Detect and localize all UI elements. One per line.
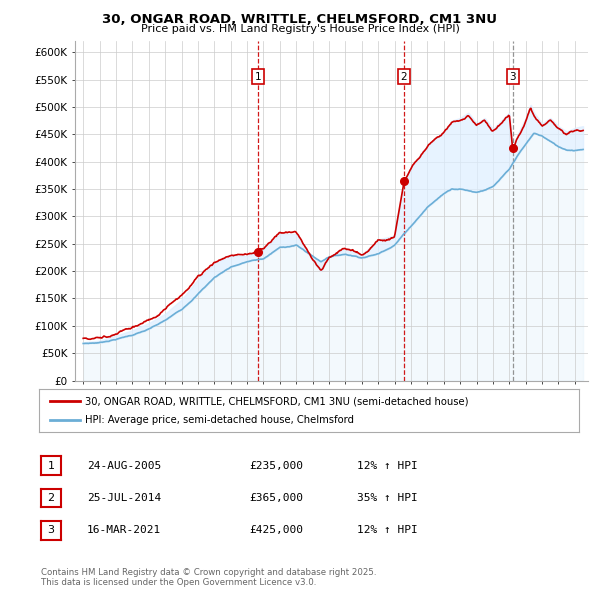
Text: 12% ↑ HPI: 12% ↑ HPI <box>357 526 418 535</box>
Text: 30, ONGAR ROAD, WRITTLE, CHELMSFORD, CM1 3NU (semi-detached house): 30, ONGAR ROAD, WRITTLE, CHELMSFORD, CM1… <box>85 396 469 407</box>
Text: £365,000: £365,000 <box>249 493 303 503</box>
Text: 25-JUL-2014: 25-JUL-2014 <box>87 493 161 503</box>
Text: £425,000: £425,000 <box>249 526 303 535</box>
Text: 2: 2 <box>47 493 55 503</box>
Text: 1: 1 <box>47 461 55 470</box>
Text: 3: 3 <box>509 72 516 82</box>
Text: 12% ↑ HPI: 12% ↑ HPI <box>357 461 418 470</box>
Text: 2: 2 <box>400 72 407 82</box>
Text: 3: 3 <box>47 526 55 535</box>
Text: 24-AUG-2005: 24-AUG-2005 <box>87 461 161 470</box>
Text: 30, ONGAR ROAD, WRITTLE, CHELMSFORD, CM1 3NU: 30, ONGAR ROAD, WRITTLE, CHELMSFORD, CM1… <box>103 13 497 26</box>
Text: £235,000: £235,000 <box>249 461 303 470</box>
Text: 35% ↑ HPI: 35% ↑ HPI <box>357 493 418 503</box>
Text: Contains HM Land Registry data © Crown copyright and database right 2025.
This d: Contains HM Land Registry data © Crown c… <box>41 568 376 587</box>
Text: 1: 1 <box>254 72 261 82</box>
Text: 16-MAR-2021: 16-MAR-2021 <box>87 526 161 535</box>
Text: HPI: Average price, semi-detached house, Chelmsford: HPI: Average price, semi-detached house,… <box>85 415 354 425</box>
Text: Price paid vs. HM Land Registry's House Price Index (HPI): Price paid vs. HM Land Registry's House … <box>140 24 460 34</box>
